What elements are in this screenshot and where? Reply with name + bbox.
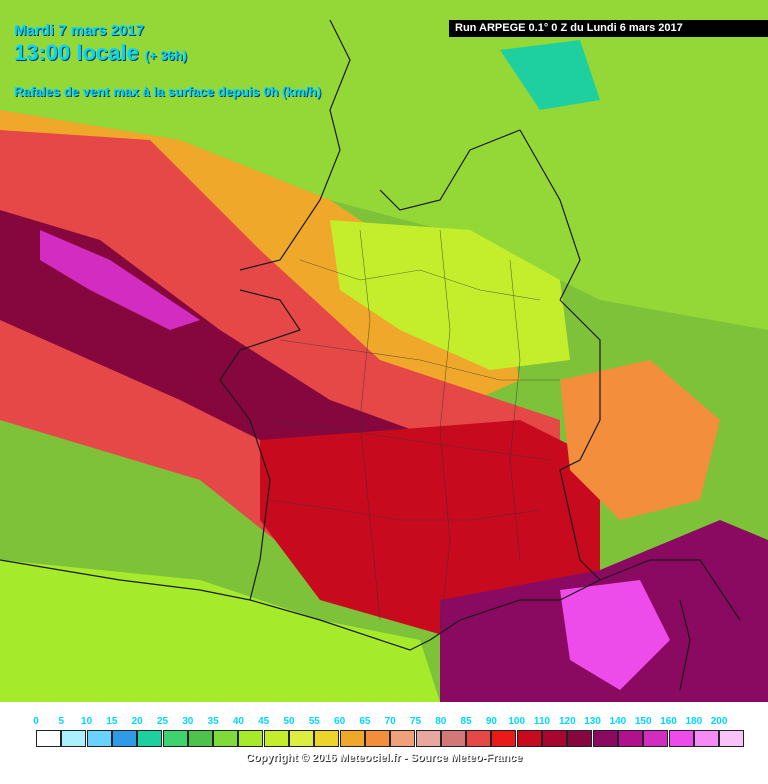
copyright-text: Copyright © 2016 Meteociel.fr - Source M… xyxy=(245,752,523,764)
legend-swatch xyxy=(187,730,213,747)
legend-swatch xyxy=(339,730,365,747)
legend-swatch xyxy=(289,730,314,747)
legend-swatch xyxy=(137,730,163,747)
legend-tick-label: 40 xyxy=(232,716,244,727)
legend-tick-label: 5 xyxy=(58,716,65,727)
legend-swatch xyxy=(542,730,567,747)
legend-swatch xyxy=(440,730,466,747)
legend-tick-label: 140 xyxy=(609,716,627,727)
legend-tick-label: 45 xyxy=(258,716,270,727)
legend-swatch xyxy=(668,730,694,747)
northeast-teal-zone xyxy=(500,40,600,110)
legend-swatch xyxy=(364,730,390,747)
legend-tick-label: 80 xyxy=(435,716,447,727)
legend-swatch xyxy=(567,730,593,747)
mediterranean-core xyxy=(560,580,670,690)
legend-swatch xyxy=(643,730,669,747)
legend-swatch xyxy=(111,730,137,747)
storm-band-magenta xyxy=(40,230,200,330)
legend-swatch xyxy=(415,730,441,747)
legend-tick-label: 130 xyxy=(584,716,601,727)
legend-tick-label: 180 xyxy=(685,716,703,727)
legend-swatch xyxy=(36,730,61,747)
legend-swatch xyxy=(719,730,745,747)
legend-tick-label: 0 xyxy=(33,716,39,727)
legend-tick-label: 55 xyxy=(308,716,320,727)
legend-swatch xyxy=(617,730,643,747)
legend-tick-label: 110 xyxy=(533,716,551,727)
forecast-time-label: 13:00 locale xyxy=(14,40,139,65)
southwest-green-zone xyxy=(0,560,440,702)
legend-tick-label: 160 xyxy=(660,716,677,727)
legend-tick-label: 70 xyxy=(384,716,396,727)
legend-tick-label: 90 xyxy=(485,716,497,727)
department-borders xyxy=(269,229,560,631)
legend-swatch xyxy=(693,730,719,747)
legend-tick-label: 25 xyxy=(156,716,169,727)
legend-swatch xyxy=(516,730,542,747)
legend-tick-label: 85 xyxy=(460,716,472,727)
legend-swatch xyxy=(466,730,492,747)
southern-red-zone xyxy=(260,420,600,640)
legend-tick-label: 20 xyxy=(131,716,143,727)
forecast-lead: (+ 36h) xyxy=(144,48,188,63)
coastlines xyxy=(0,19,741,691)
parameter-title: Rafales de vent max à la surface depuis … xyxy=(14,84,322,99)
legend-swatch xyxy=(162,730,188,747)
central-yellow-zone xyxy=(330,220,570,370)
legend-tick-label: 200 xyxy=(710,716,728,727)
legend-swatch xyxy=(491,730,517,747)
legend-tick-label: 30 xyxy=(182,716,194,727)
legend-swatch xyxy=(238,730,264,747)
legend-tick-label: 100 xyxy=(508,716,526,727)
legend-tick-label: 50 xyxy=(283,716,295,727)
legend-swatch xyxy=(61,730,87,747)
forecast-date: Mardi 7 mars 2017 xyxy=(14,22,145,39)
legend-swatch xyxy=(314,730,340,747)
legend-tick-label: 120 xyxy=(558,716,576,727)
legend-tick-label: 10 xyxy=(81,716,93,727)
legend-swatch xyxy=(263,730,289,747)
legend-tick-label: 65 xyxy=(359,716,371,727)
legend-swatch xyxy=(390,730,416,747)
legend-tick-label: 75 xyxy=(409,716,422,727)
legend-swatch xyxy=(592,730,618,747)
legend-tick-label: 35 xyxy=(207,716,219,727)
legend-tick-label: 150 xyxy=(634,716,652,727)
legend-swatch xyxy=(86,730,112,747)
run-label: Run ARPEGE 0.1° 0 Z du Lundi 6 mars 2017 xyxy=(449,20,768,37)
legend-swatch xyxy=(213,730,239,747)
forecast-time: 13:00 locale (+ 36h) xyxy=(14,40,187,66)
legend-tick-label: 60 xyxy=(334,716,346,727)
legend-tick-label: 15 xyxy=(106,716,118,727)
